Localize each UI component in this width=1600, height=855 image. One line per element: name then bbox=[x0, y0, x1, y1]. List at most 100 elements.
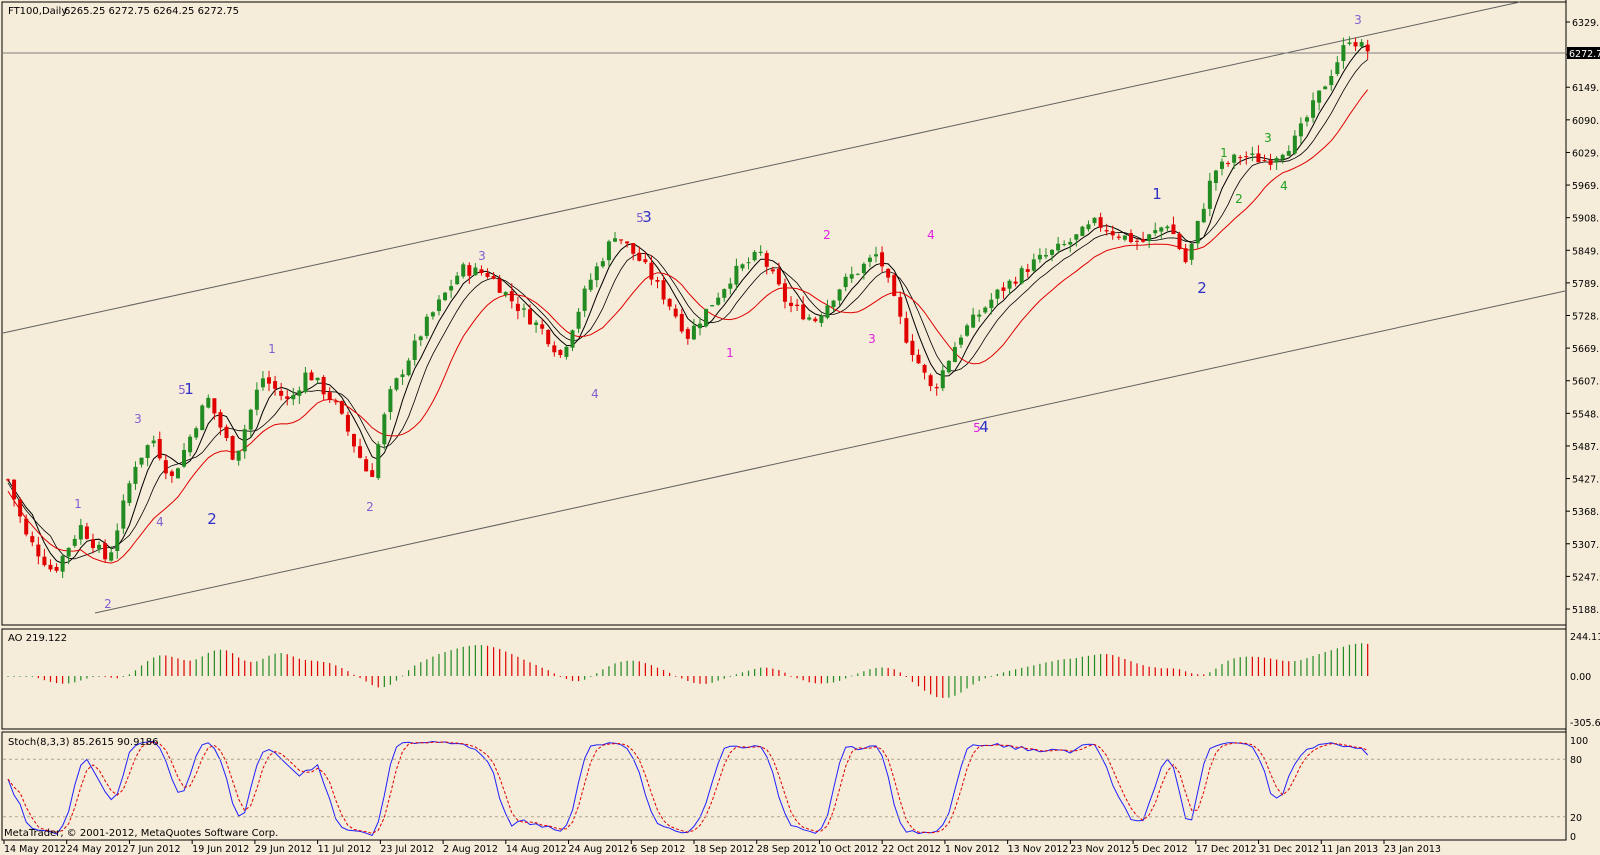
ao-bar bbox=[238, 657, 240, 676]
wave-label: 2 bbox=[104, 597, 112, 611]
ao-bar bbox=[923, 676, 926, 691]
ao-bar bbox=[1276, 659, 1278, 676]
candle-body bbox=[18, 499, 23, 517]
price-tick-label: 5669.10 bbox=[1572, 344, 1600, 355]
candle-body bbox=[175, 468, 180, 479]
ao-bar bbox=[729, 676, 731, 677]
candle-body bbox=[24, 518, 29, 535]
candle-body bbox=[358, 446, 363, 458]
ao-bar bbox=[911, 676, 914, 682]
ao-bar bbox=[1318, 654, 1320, 676]
candle-body bbox=[1135, 240, 1140, 242]
ao-bar bbox=[86, 676, 88, 679]
candle-body bbox=[400, 374, 405, 378]
candle-body bbox=[1244, 156, 1249, 158]
ao-bar bbox=[201, 656, 203, 676]
ao-bar bbox=[1336, 648, 1338, 676]
candle-body bbox=[934, 387, 939, 389]
candle-body bbox=[72, 538, 77, 546]
symbol-header: FT100,Daily bbox=[8, 6, 67, 17]
candle-body bbox=[327, 392, 332, 400]
stochastic-lines bbox=[7, 740, 1369, 837]
ao-axis-label: 244.112 bbox=[1570, 632, 1600, 643]
ao-bar bbox=[760, 667, 762, 676]
ao-bar bbox=[1191, 673, 1193, 676]
candle-body bbox=[382, 414, 387, 445]
ao-bar bbox=[134, 670, 137, 676]
candle-body bbox=[1226, 163, 1231, 165]
candle-body bbox=[109, 552, 114, 561]
candle-body bbox=[1274, 158, 1279, 163]
candle-body bbox=[1335, 62, 1340, 75]
candle-body bbox=[1298, 123, 1303, 137]
ao-bar bbox=[104, 676, 106, 677]
candle-body bbox=[661, 280, 666, 300]
candle-body bbox=[151, 440, 156, 444]
candle-body bbox=[188, 436, 193, 453]
ao-bar bbox=[1221, 664, 1223, 676]
ao-bar bbox=[747, 670, 750, 676]
candle-body bbox=[807, 317, 812, 320]
candle-body bbox=[1207, 180, 1212, 209]
ao-bar bbox=[693, 676, 695, 683]
ao-bar bbox=[37, 676, 39, 679]
candle-body bbox=[473, 267, 478, 276]
ao-bar bbox=[1015, 669, 1017, 676]
ao-bar bbox=[256, 661, 258, 676]
ao-bar bbox=[13, 676, 15, 677]
candle-body bbox=[388, 389, 393, 413]
candle-body bbox=[946, 360, 951, 373]
candle-body bbox=[48, 564, 53, 570]
price-tick-label: 5849.10 bbox=[1572, 246, 1600, 257]
candle-body bbox=[84, 526, 89, 539]
ao-bar bbox=[438, 653, 440, 676]
ao-bar bbox=[62, 676, 64, 684]
ao-bar bbox=[632, 660, 634, 676]
candle-body bbox=[418, 336, 423, 341]
moving-averages bbox=[7, 45, 1369, 565]
ao-bar bbox=[529, 662, 531, 676]
candle-body bbox=[734, 265, 739, 285]
ao-bar bbox=[766, 667, 768, 676]
candle-body bbox=[691, 325, 696, 340]
date-tick-label: 19 Jun 2012 bbox=[192, 844, 249, 855]
price-tick-label: 5368.50 bbox=[1572, 507, 1600, 518]
candle-body bbox=[1056, 243, 1061, 251]
candle-body bbox=[928, 375, 933, 387]
candle-body bbox=[916, 354, 921, 364]
ao-bar bbox=[323, 661, 325, 676]
date-tick-label: 13 Nov 2012 bbox=[1008, 844, 1069, 855]
candle-body bbox=[910, 340, 915, 355]
current-price-value: 6272.75 bbox=[1569, 49, 1600, 60]
candle-body bbox=[1195, 220, 1200, 244]
candle-body bbox=[1068, 241, 1073, 245]
candle-body bbox=[242, 429, 247, 452]
candlesticks bbox=[6, 36, 1370, 579]
wave-label: 4 bbox=[927, 228, 935, 242]
wave-label: 3 bbox=[1264, 131, 1272, 145]
ao-bar bbox=[486, 645, 489, 676]
ao-bar bbox=[213, 650, 215, 676]
ao-bar bbox=[978, 676, 980, 682]
candle-body bbox=[1256, 153, 1261, 163]
ao-bar bbox=[535, 665, 537, 676]
wave-label: 3 bbox=[642, 208, 652, 226]
awesome-oscillator-bars bbox=[7, 643, 1369, 698]
ao-bar bbox=[389, 676, 392, 685]
ao-bar bbox=[559, 676, 561, 677]
candle-body bbox=[394, 378, 399, 390]
ao-bar bbox=[55, 676, 58, 684]
ao-bar bbox=[1081, 656, 1083, 676]
candle-body bbox=[36, 544, 41, 557]
candle-body bbox=[351, 434, 356, 447]
ao-bar bbox=[820, 676, 822, 684]
candle-body bbox=[1086, 224, 1091, 230]
candle-body bbox=[995, 289, 1000, 299]
ao-bar bbox=[966, 676, 968, 689]
ao-bar bbox=[395, 676, 398, 681]
wave-label: 3 bbox=[134, 412, 142, 426]
candle-body bbox=[594, 266, 599, 281]
ao-bar bbox=[1033, 665, 1035, 676]
ao-bar bbox=[292, 656, 294, 676]
